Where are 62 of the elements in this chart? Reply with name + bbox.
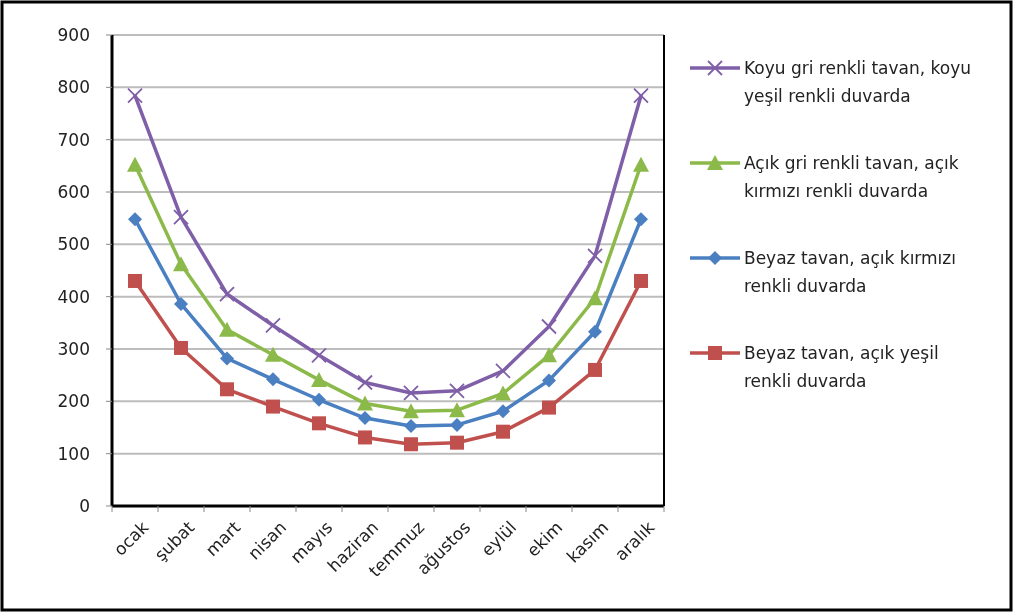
y-tick-label: 900 — [57, 24, 90, 45]
point — [541, 318, 557, 335]
point — [496, 404, 510, 419]
point — [495, 363, 511, 379]
y-tick-label: 800 — [57, 77, 90, 98]
point — [173, 256, 189, 272]
point — [587, 290, 603, 306]
point — [403, 385, 419, 401]
legend-label: Açık gri renkli tavan, açık kırmızı renkli duvarda — [744, 152, 959, 201]
point — [587, 247, 603, 264]
point — [541, 347, 557, 363]
point — [633, 156, 649, 172]
point — [174, 296, 188, 311]
y-tick-label: 700 — [57, 129, 90, 150]
legend-label: Koyu gri renkli tavan, koyu yeşil renkli duvarda — [744, 57, 972, 106]
point — [358, 411, 372, 426]
y-tick-label: 600 — [57, 181, 90, 202]
point — [449, 382, 465, 399]
point — [266, 399, 280, 414]
point — [219, 321, 235, 337]
legend-label: Beyaz tavan, açık kırmızı renkli duvarda — [744, 247, 956, 296]
point — [450, 435, 464, 450]
point — [542, 373, 556, 388]
point — [266, 372, 280, 387]
point — [357, 374, 373, 391]
point — [312, 392, 326, 407]
point — [311, 347, 327, 364]
point — [588, 362, 602, 377]
point — [496, 424, 510, 439]
y-tick-label: 500 — [57, 234, 90, 255]
point — [495, 385, 511, 401]
y-tick-label: 0 — [79, 495, 90, 516]
point — [219, 286, 235, 302]
point — [127, 156, 143, 172]
point — [220, 351, 234, 366]
point — [588, 324, 602, 339]
point — [633, 87, 649, 104]
point — [542, 400, 556, 415]
point — [358, 430, 372, 445]
point — [265, 317, 281, 334]
y-tick-label: 200 — [57, 391, 90, 412]
point — [174, 340, 188, 355]
point — [220, 382, 234, 397]
y-tick-label: 300 — [57, 338, 90, 359]
y-tick-label: 100 — [57, 443, 90, 464]
point — [634, 212, 648, 227]
point — [127, 87, 143, 104]
point — [173, 209, 189, 226]
point — [311, 371, 327, 387]
y-tick-label: 400 — [57, 286, 90, 307]
point — [449, 402, 465, 418]
point — [403, 403, 419, 419]
point — [404, 418, 418, 433]
legend-label: Beyaz tavan, açık yeşil renkli duvarda — [744, 342, 939, 391]
point — [450, 417, 464, 432]
point — [634, 273, 648, 288]
point — [128, 273, 142, 288]
point — [312, 416, 326, 431]
point — [357, 395, 373, 411]
point — [128, 212, 142, 227]
point — [404, 437, 418, 452]
point — [265, 346, 281, 362]
